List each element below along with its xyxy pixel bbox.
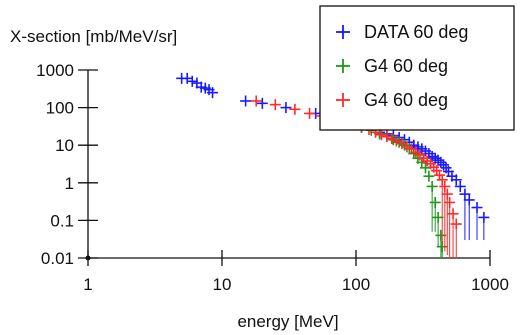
data-point [256, 97, 268, 109]
data-point [478, 211, 490, 223]
legend-marker [336, 93, 350, 107]
data-point [186, 75, 198, 87]
data-point [426, 180, 438, 192]
data-point [447, 208, 459, 220]
legend-label: G4 60 deg [364, 90, 448, 110]
legend-items: DATA 60 deg G4 60 deg G4 60 deg [336, 22, 468, 110]
y-tick-label: 0.1 [50, 211, 74, 230]
x-ticks: 1 10 100 1000 [83, 250, 509, 294]
data-point [463, 194, 475, 206]
plot-area [176, 72, 490, 258]
data-point [280, 102, 292, 114]
data-point [432, 154, 444, 166]
data-point [304, 107, 316, 119]
data-point [435, 156, 447, 168]
data-point [436, 174, 448, 186]
legend: DATA 60 deg G4 60 deg G4 60 deg [319, 5, 515, 131]
data-point [459, 188, 471, 200]
y-tick-label: 1000 [36, 61, 74, 80]
data-point [207, 87, 219, 99]
y-axis-label: X-section [mb/MeV/sr] [10, 27, 177, 46]
data-point [381, 131, 393, 143]
data-point [240, 95, 252, 107]
data-point [441, 188, 453, 200]
data-point [444, 196, 456, 208]
x-tick-label: 1 [83, 275, 92, 294]
data-point [434, 169, 446, 181]
legend-marker [336, 59, 350, 73]
y-ticks: 1000 100 10 1 0.1 0.01 [36, 61, 98, 268]
x-axis-label: energy [MeV] [237, 312, 338, 331]
legend-marker [336, 25, 350, 39]
y-tick-label: 0.01 [41, 249, 74, 268]
data-point [471, 202, 483, 214]
legend-label: DATA 60 deg [364, 22, 468, 42]
x-tick-label: 1000 [471, 275, 509, 294]
data-point [438, 159, 450, 171]
y-tick-label: 100 [46, 99, 74, 118]
data-point [450, 174, 462, 186]
data-point [289, 103, 301, 115]
data-point [450, 218, 462, 230]
data-point [429, 196, 441, 208]
data-point [401, 141, 413, 153]
data-point [376, 129, 388, 141]
data-point [454, 180, 466, 192]
y-tick-label: 1 [65, 174, 74, 193]
x-tick-label: 10 [213, 275, 232, 294]
data-point [250, 95, 262, 107]
data-point [269, 99, 281, 111]
data-point [439, 180, 451, 192]
legend-box [319, 5, 515, 131]
legend-label: G4 60 deg [364, 56, 448, 76]
y-tick-label: 10 [55, 136, 74, 155]
data-point [423, 170, 435, 182]
data-point [390, 135, 402, 147]
data-point [386, 133, 398, 145]
x-tick-label: 100 [342, 275, 370, 294]
data-point [181, 72, 193, 84]
